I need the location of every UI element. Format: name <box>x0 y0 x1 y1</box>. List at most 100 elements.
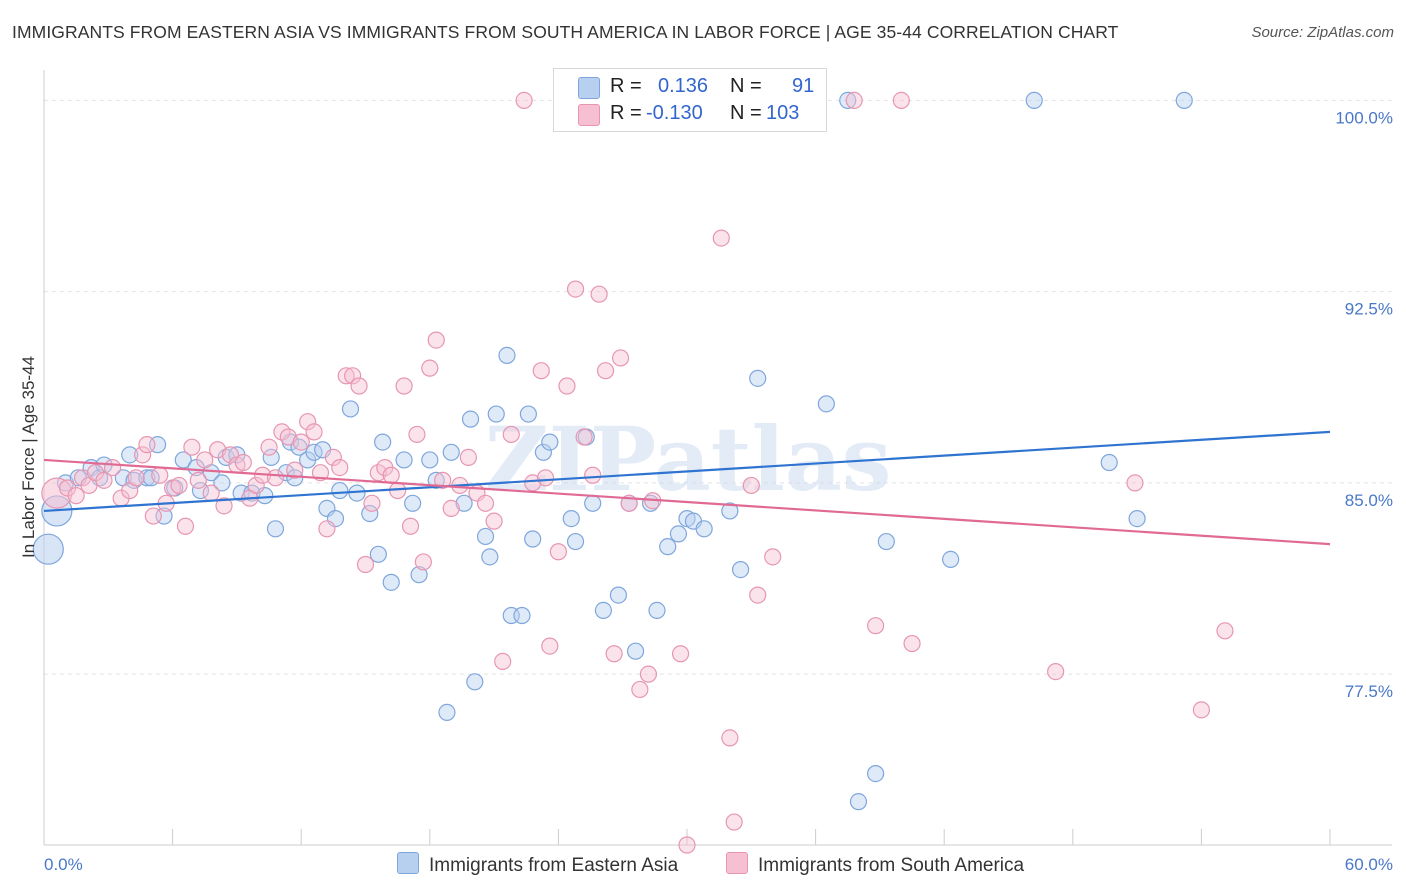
pink-point[interactable] <box>331 459 349 477</box>
pink-point[interactable] <box>611 349 630 367</box>
pink-point[interactable] <box>476 494 495 512</box>
series-legend-blue[interactable]: Immigrants from Eastern Asia <box>397 852 678 877</box>
pink-point[interactable] <box>95 471 113 489</box>
pink-point[interactable] <box>292 433 310 451</box>
pink-point[interactable] <box>485 512 503 530</box>
blue-point[interactable] <box>669 525 688 543</box>
pink-point[interactable] <box>494 652 512 671</box>
blue-point[interactable] <box>1175 91 1193 110</box>
pink-point[interactable] <box>590 285 608 303</box>
pink-point[interactable] <box>286 461 304 479</box>
pink-point[interactable] <box>1216 622 1234 640</box>
blue-point[interactable] <box>626 642 645 660</box>
pink-point[interactable] <box>363 494 381 512</box>
blue-point[interactable] <box>487 405 505 423</box>
pink-point[interactable] <box>541 637 559 655</box>
pink-point[interactable] <box>382 466 400 484</box>
pink-point[interactable] <box>299 413 317 431</box>
pink-point[interactable] <box>266 469 285 487</box>
pink-point[interactable] <box>532 362 550 380</box>
pink-point[interactable] <box>67 487 85 505</box>
pink-point[interactable] <box>408 425 426 444</box>
blue-point[interactable] <box>695 520 713 538</box>
pink-point[interactable] <box>566 280 585 298</box>
pink-point[interactable] <box>459 448 477 466</box>
blue-point[interactable] <box>498 346 516 364</box>
pink-point[interactable] <box>721 729 739 747</box>
pink-point[interactable] <box>903 634 921 653</box>
pink-point[interactable] <box>892 91 910 110</box>
blue-point[interactable] <box>174 451 192 469</box>
pink-point[interactable] <box>442 499 460 517</box>
blue-point[interactable] <box>584 494 602 512</box>
blue-point[interactable] <box>369 545 387 563</box>
pink-point[interactable] <box>515 91 533 110</box>
pink-point[interactable] <box>260 438 278 456</box>
pink-point[interactable] <box>189 471 207 489</box>
blue-point[interactable] <box>213 474 231 492</box>
blue-point[interactable] <box>817 395 835 413</box>
pink-point[interactable] <box>144 507 162 525</box>
blue-point[interactable] <box>731 560 750 579</box>
blue-point[interactable] <box>262 448 280 466</box>
blue-point[interactable] <box>341 400 360 418</box>
pink-point[interactable] <box>1192 701 1211 719</box>
blue-point[interactable] <box>121 446 139 464</box>
pink-point[interactable] <box>133 446 152 464</box>
blue-point[interactable] <box>382 573 400 591</box>
pink-point[interactable] <box>176 517 195 535</box>
blue-point[interactable] <box>867 764 885 783</box>
blue-point[interactable] <box>421 451 439 469</box>
blue-point[interactable] <box>562 509 580 528</box>
blue-point[interactable] <box>374 433 392 451</box>
pink-point[interactable] <box>867 617 885 635</box>
series-legend-pink[interactable]: Immigrants from South America <box>726 852 1024 877</box>
blue-point[interactable] <box>594 601 613 620</box>
pink-point[interactable] <box>549 543 568 561</box>
pink-point[interactable] <box>215 497 233 515</box>
blue-point[interactable] <box>32 533 64 565</box>
blue-point[interactable] <box>566 532 585 551</box>
blue-point[interactable] <box>513 606 531 625</box>
pink-point[interactable] <box>749 586 767 604</box>
pink-point[interactable] <box>502 425 520 444</box>
pink-point[interactable] <box>344 367 362 385</box>
pink-point[interactable] <box>605 645 623 663</box>
pink-point[interactable] <box>671 645 690 663</box>
blue-point[interactable] <box>1025 91 1043 110</box>
blue-point[interactable] <box>404 494 422 512</box>
pink-point[interactable] <box>234 453 252 472</box>
pink-point[interactable] <box>845 91 863 110</box>
blue-point[interactable] <box>942 550 960 569</box>
blue-point[interactable] <box>609 586 628 604</box>
blue-point[interactable] <box>331 481 349 500</box>
pink-point[interactable] <box>337 367 355 385</box>
blue-point[interactable] <box>541 433 559 451</box>
pink-point[interactable] <box>742 476 760 495</box>
pink-point[interactable] <box>279 428 297 446</box>
blue-point[interactable] <box>461 410 480 428</box>
pink-point[interactable] <box>127 469 145 487</box>
pink-point[interactable] <box>324 448 342 466</box>
blue-point[interactable] <box>839 91 857 110</box>
blue-point[interactable] <box>534 443 552 461</box>
pink-point[interactable] <box>41 477 73 509</box>
pink-point[interactable] <box>103 459 122 477</box>
pink-point[interactable] <box>318 520 336 538</box>
pink-point[interactable] <box>196 451 214 469</box>
pink-point[interactable] <box>350 377 368 395</box>
blue-point[interactable] <box>849 793 868 811</box>
blue-point[interactable] <box>442 443 460 461</box>
blue-point[interactable] <box>659 538 677 556</box>
pink-point[interactable] <box>639 665 658 683</box>
pink-point[interactable] <box>1047 662 1065 681</box>
blue-point[interactable] <box>395 451 413 469</box>
pink-point[interactable] <box>434 471 452 489</box>
pink-point[interactable] <box>536 469 555 487</box>
blue-point[interactable] <box>877 532 895 551</box>
blue-point[interactable] <box>455 494 473 512</box>
pink-point[interactable] <box>209 441 227 459</box>
blue-point[interactable] <box>438 703 456 722</box>
pink-point[interactable] <box>584 466 602 484</box>
pink-point[interactable] <box>356 555 375 574</box>
